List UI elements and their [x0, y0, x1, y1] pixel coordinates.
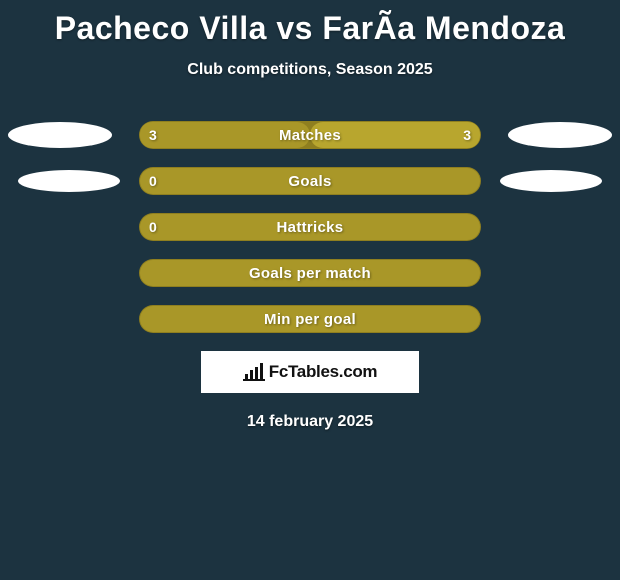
stat-label: Matches — [139, 121, 481, 149]
right-ellipse — [508, 122, 612, 148]
subtitle: Club competitions, Season 2025 — [187, 61, 432, 79]
stat-bar: Goals per match — [139, 259, 481, 287]
brand-badge: FcTables.com — [201, 351, 419, 393]
bar-chart-icon — [243, 363, 265, 381]
stat-row: Goals0 — [0, 167, 620, 195]
stat-bar: Min per goal — [139, 305, 481, 333]
stat-row: Matches3 3 — [0, 121, 620, 149]
stat-rows: Matches33Goals0Hattricks0Goals per match… — [0, 121, 620, 333]
infographic-container: Pacheco Villa vs FarÃ­a Mendoza Club com… — [0, 0, 620, 580]
stat-bar: Hattricks0 — [139, 213, 481, 241]
stat-label: Goals per match — [139, 259, 481, 287]
stat-label: Hattricks — [139, 213, 481, 241]
stat-bar: Goals0 — [139, 167, 481, 195]
stat-left-value: 0 — [149, 167, 157, 195]
stat-row: Hattricks0 — [0, 213, 620, 241]
stat-row: Goals per match — [0, 259, 620, 287]
stat-right-value: 3 — [463, 121, 471, 149]
brand-text: FcTables.com — [269, 362, 378, 382]
stat-bar: Matches3 3 — [139, 121, 481, 149]
date-text: 14 february 2025 — [247, 413, 373, 431]
left-ellipse — [18, 170, 120, 192]
right-ellipse — [500, 170, 602, 192]
stat-row: Min per goal — [0, 305, 620, 333]
stat-left-value: 3 — [149, 121, 157, 149]
stat-label: Goals — [139, 167, 481, 195]
stat-label: Min per goal — [139, 305, 481, 333]
left-ellipse — [8, 122, 112, 148]
page-title: Pacheco Villa vs FarÃ­a Mendoza — [55, 10, 566, 47]
stat-left-value: 0 — [149, 213, 157, 241]
